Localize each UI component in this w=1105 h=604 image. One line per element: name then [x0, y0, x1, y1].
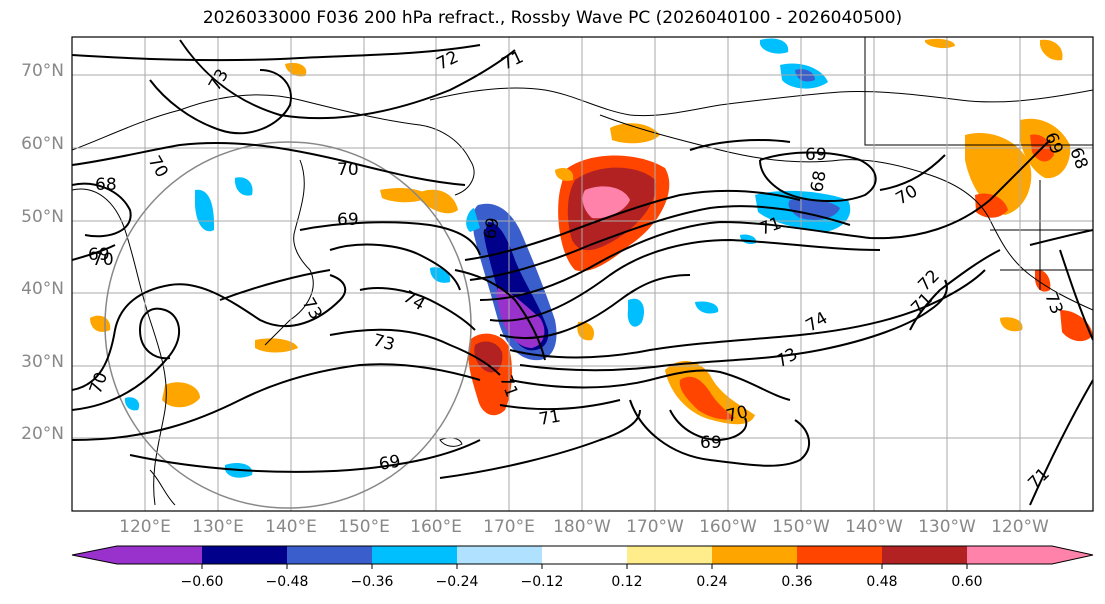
lon-label: 120°W [991, 517, 1049, 537]
lat-label: 70°N [21, 61, 64, 81]
colorbar-extend-low [72, 546, 117, 564]
lat-label: 40°N [21, 279, 64, 299]
contour-label: 71 [537, 406, 562, 429]
contour-label: 70 [92, 250, 114, 270]
colorbar-tick: −0.12 [520, 574, 564, 590]
lon-label: 170°W [626, 517, 684, 537]
colorbar-tick: −0.24 [435, 574, 479, 590]
contours [72, 39, 1093, 506]
positive-anomaly [474, 341, 503, 373]
colorbar-tick: 0.60 [951, 574, 983, 590]
colorbar-tick: 0.12 [611, 574, 643, 590]
colorbar-extend-high [1052, 546, 1093, 564]
lon-label: 160°E [410, 517, 462, 537]
contour-label: 68 [807, 169, 830, 194]
colorbar-segment [797, 546, 882, 564]
contour-label: 69 [377, 451, 402, 474]
lon-label: 120°E [119, 517, 171, 537]
colorbar-tick: −0.60 [180, 574, 224, 590]
colorbar-tick: −0.36 [350, 574, 394, 590]
contour-label: 68 [95, 175, 117, 195]
lon-label: 180°W [553, 517, 611, 537]
negative-anomaly [124, 397, 140, 411]
positive-anomaly [1060, 310, 1093, 342]
positive-anomaly [380, 188, 430, 203]
colorbar-segment [287, 546, 372, 564]
colorbar [71, 545, 1094, 569]
lon-label: 130°W [918, 517, 976, 537]
lat-label: 30°N [21, 352, 64, 372]
colorbar-tick: 0.36 [781, 574, 813, 590]
positive-anomaly [255, 338, 298, 353]
colorbar-segment [457, 546, 542, 564]
colorbar-tick: 0.24 [696, 574, 728, 590]
positive-anomaly [285, 62, 307, 77]
lat-label: 60°N [21, 134, 64, 154]
positive-anomaly [582, 186, 630, 219]
shaded-anomalies [90, 38, 1093, 478]
positive-anomaly [420, 189, 458, 214]
colorbar-segment [542, 546, 627, 564]
positive-anomaly [577, 321, 595, 341]
positive-anomaly [679, 376, 735, 420]
colorbar-tick: 0.48 [866, 574, 898, 590]
lon-label: 170°E [483, 517, 535, 537]
lat-label: 50°N [21, 207, 64, 227]
positive-anomaly [1000, 317, 1023, 332]
lon-label: 140°E [265, 517, 317, 537]
positive-anomaly [1040, 39, 1063, 61]
positive-anomaly [162, 382, 200, 408]
lat-label: 20°N [21, 424, 64, 444]
lon-label: 160°W [699, 517, 757, 537]
colorbar-segment [967, 546, 1052, 564]
contour-label: 69 [700, 433, 722, 453]
contour-label: 69 [88, 245, 110, 265]
contour-label: 69 [337, 210, 359, 230]
positive-anomaly [975, 193, 1008, 218]
negative-anomaly [627, 298, 645, 327]
contour-label: 69 [805, 145, 827, 165]
negative-anomaly [466, 208, 480, 232]
colorbar-segment [882, 546, 967, 564]
colorbar-tick: −0.48 [265, 574, 309, 590]
lon-label: 130°E [192, 517, 244, 537]
positive-anomaly [610, 123, 660, 144]
negative-anomaly [695, 301, 719, 314]
positive-anomaly [555, 168, 574, 181]
lon-label: 140°W [845, 517, 903, 537]
negative-anomaly [234, 177, 253, 196]
colorbar-segment [117, 546, 202, 564]
colorbar-segment [372, 546, 457, 564]
colorbar-segment [627, 546, 712, 564]
lon-label: 150°E [338, 517, 390, 537]
lon-label: 150°W [772, 517, 830, 537]
colorbar-outline [71, 545, 1094, 565]
contour-label: 69 [480, 216, 503, 241]
map-frame [71, 36, 1094, 512]
map-title: 2026033000 F036 200 hPa refract., Rossby… [202, 8, 903, 28]
colorbar-segment [712, 546, 797, 564]
contour-label: 70 [337, 160, 359, 180]
colorbar-segment [202, 546, 287, 564]
negative-anomaly [760, 38, 789, 54]
